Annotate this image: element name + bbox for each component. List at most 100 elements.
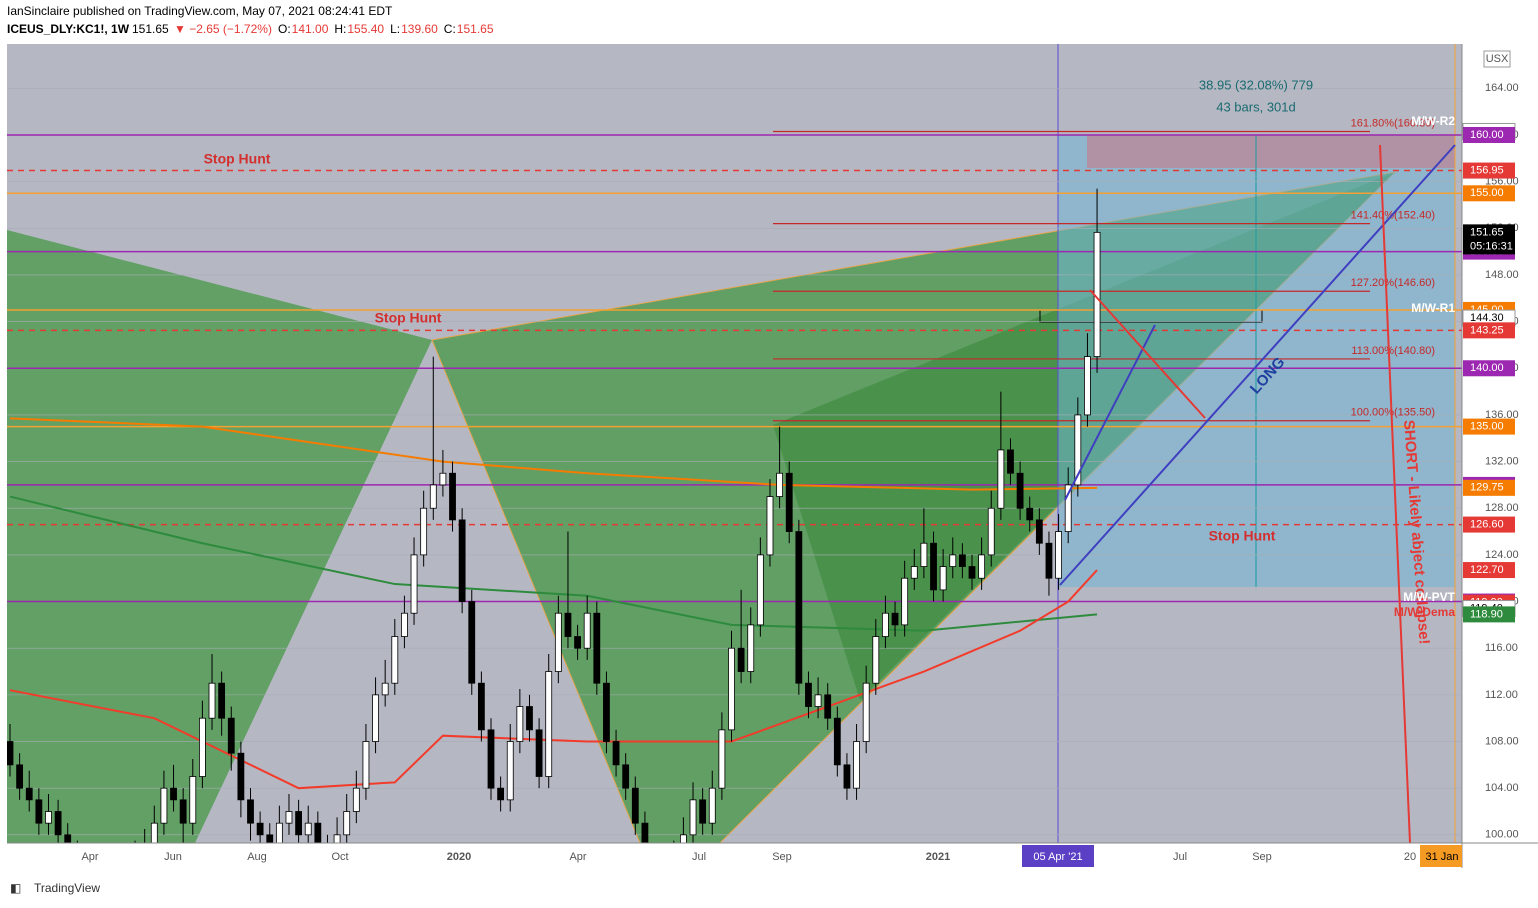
candle-body (304, 822, 312, 836)
moving-average (9, 569, 1098, 790)
measure: 43 bars, 301d (1216, 99, 1296, 114)
candle-body (487, 729, 495, 789)
candle-body (237, 752, 245, 801)
stop-hunt: Stop Hunt (204, 151, 271, 167)
y-tick-label: 108.00 (1485, 735, 1519, 747)
y-tick-label: 164.00 (1485, 82, 1519, 94)
y-tick-label: 136.00 (1485, 409, 1519, 421)
ohlc-value: 141.00 (292, 22, 329, 36)
candle-body (516, 706, 524, 742)
fib-label: 127.20%(146.60) (1351, 277, 1435, 289)
arrow (1064, 324, 1156, 501)
candle-body (198, 717, 206, 777)
candle-body (699, 799, 707, 824)
candle-body (142, 846, 148, 858)
candle-body (603, 682, 610, 742)
candle-body (468, 601, 476, 684)
dema: M/W-Dema (1394, 605, 1455, 619)
candle-body (958, 554, 966, 567)
candle-body (477, 682, 485, 731)
candle-body (574, 636, 581, 649)
candle-body (652, 858, 658, 870)
countdown: 05:16:31 (1470, 240, 1513, 252)
candle-body (54, 811, 62, 836)
candle-body (612, 741, 620, 766)
ohlc-key: H: (334, 22, 346, 36)
candle-body (737, 647, 745, 672)
stop-hunt: Stop Hunt (1209, 528, 1276, 544)
candle-body (631, 787, 639, 824)
fib-label: 113.00%(140.80) (1351, 345, 1435, 357)
candle-body (372, 694, 379, 742)
candle-body (708, 787, 716, 824)
candle-body (506, 741, 514, 801)
candle-body (35, 799, 43, 824)
x-tick-label: Apr (569, 851, 586, 863)
candle-body (987, 507, 995, 556)
candle-body (776, 472, 783, 497)
y-tick-label: 112.00 (1485, 689, 1518, 701)
candle-body (795, 531, 803, 684)
candle-body (718, 729, 726, 789)
candle-body (535, 729, 543, 777)
candle-body (25, 787, 33, 801)
candle-body (747, 624, 755, 672)
candle-body (179, 799, 187, 824)
y-tick-label: 100.00 (1485, 829, 1519, 841)
y-tick-label: 116.00 (1485, 642, 1518, 654)
pvt: M/W-PVT (1403, 590, 1455, 604)
price-label: 155.00 (1470, 187, 1504, 199)
candle-body (833, 717, 841, 766)
pattern (7, 230, 432, 843)
candle-body (275, 822, 283, 843)
candle-body (343, 811, 351, 836)
candle-body (64, 834, 72, 843)
candle-body (314, 822, 322, 843)
candle-body (497, 787, 505, 801)
date-badge (1420, 845, 1462, 867)
fib-label: 100.00%(135.50) (1351, 407, 1435, 419)
price-badge (1463, 562, 1515, 579)
candle-body (949, 554, 957, 567)
candle-body (352, 787, 360, 812)
r1: M/W-R1 (1411, 301, 1455, 315)
price-label: 160.00 (1470, 129, 1504, 141)
x-tick-label: 05 Apr '21 (1033, 851, 1082, 863)
candle-body (805, 682, 812, 707)
x-tick-label: Apr (81, 851, 98, 863)
candle-body (285, 811, 293, 824)
price-badge (1463, 224, 1515, 255)
x-tick-label: Oct (331, 851, 348, 863)
candle-body (564, 612, 572, 637)
candle-body (526, 706, 533, 731)
candle-body (766, 496, 774, 556)
price-badge (1463, 418, 1515, 435)
candle-body (410, 554, 418, 614)
candle-body (1045, 542, 1053, 579)
y-tick-label: 128.00 (1485, 502, 1519, 514)
x-tick-label: Sep (1252, 851, 1272, 863)
x-tick-label: 2020 (447, 851, 471, 863)
candle-body (218, 682, 226, 719)
price-label: 151.65 (1470, 226, 1504, 238)
candle-body (1007, 449, 1014, 474)
candle-body (1055, 531, 1062, 579)
candle-body (449, 472, 456, 521)
candle-body (680, 834, 687, 843)
price-badge (1463, 516, 1515, 533)
candle-body (1084, 356, 1091, 416)
candle-body (122, 870, 128, 893)
price-label: 126.60 (1470, 518, 1504, 530)
price-label: 140.00 (1470, 362, 1504, 374)
candle-body (227, 717, 235, 754)
candle-body (622, 764, 630, 789)
x-tick-label: Jun (164, 851, 182, 863)
x-tick-label: Sep (772, 851, 792, 863)
y-tick-label: 148.00 (1485, 269, 1519, 281)
candle-body (16, 764, 24, 789)
x-tick-label: Aug (247, 851, 267, 863)
candle-body (1016, 472, 1024, 509)
candle-body (968, 566, 976, 579)
candle-body (920, 542, 928, 567)
